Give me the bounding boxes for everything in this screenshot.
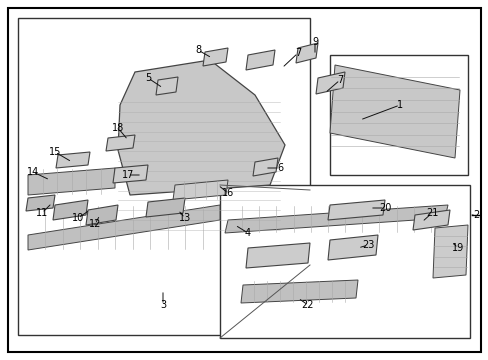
- Text: 15: 15: [49, 147, 61, 157]
- Text: 13: 13: [179, 213, 191, 223]
- Polygon shape: [327, 200, 384, 220]
- Polygon shape: [315, 72, 345, 94]
- Polygon shape: [118, 60, 285, 195]
- Text: 6: 6: [276, 163, 283, 173]
- Polygon shape: [252, 158, 278, 176]
- Text: 9: 9: [311, 37, 317, 47]
- Text: 16: 16: [222, 188, 234, 198]
- Polygon shape: [28, 168, 115, 195]
- Text: 1: 1: [396, 100, 402, 110]
- Polygon shape: [241, 280, 357, 303]
- Polygon shape: [156, 77, 178, 95]
- Bar: [220, 185, 469, 338]
- Polygon shape: [327, 235, 377, 260]
- Polygon shape: [203, 48, 227, 66]
- Text: 3: 3: [160, 300, 166, 310]
- Polygon shape: [26, 195, 55, 211]
- Text: 2: 2: [472, 210, 478, 220]
- Polygon shape: [245, 50, 274, 70]
- Polygon shape: [224, 205, 447, 233]
- Polygon shape: [113, 165, 148, 183]
- Polygon shape: [146, 198, 184, 217]
- Polygon shape: [412, 210, 449, 230]
- Text: 14: 14: [27, 167, 39, 177]
- Polygon shape: [245, 243, 309, 268]
- Text: 7: 7: [294, 48, 301, 58]
- Polygon shape: [432, 225, 467, 278]
- Polygon shape: [295, 43, 317, 63]
- Text: 19: 19: [451, 243, 463, 253]
- Polygon shape: [173, 180, 227, 200]
- Polygon shape: [329, 65, 459, 158]
- Polygon shape: [106, 135, 135, 151]
- Text: 5: 5: [144, 73, 151, 83]
- Text: 20: 20: [378, 203, 390, 213]
- Bar: [329, 55, 467, 175]
- Text: 17: 17: [122, 170, 134, 180]
- Polygon shape: [53, 200, 88, 220]
- Text: 23: 23: [361, 240, 373, 250]
- Text: 10: 10: [72, 213, 84, 223]
- Bar: [18, 18, 309, 335]
- Text: 21: 21: [425, 208, 437, 218]
- Polygon shape: [56, 152, 90, 168]
- Polygon shape: [86, 205, 118, 225]
- Text: 11: 11: [36, 208, 48, 218]
- Text: 12: 12: [89, 219, 101, 229]
- Text: 8: 8: [195, 45, 201, 55]
- Text: 4: 4: [244, 228, 250, 238]
- Polygon shape: [28, 205, 220, 250]
- Text: 7: 7: [336, 75, 343, 85]
- Text: 18: 18: [112, 123, 124, 133]
- Text: 22: 22: [301, 300, 314, 310]
